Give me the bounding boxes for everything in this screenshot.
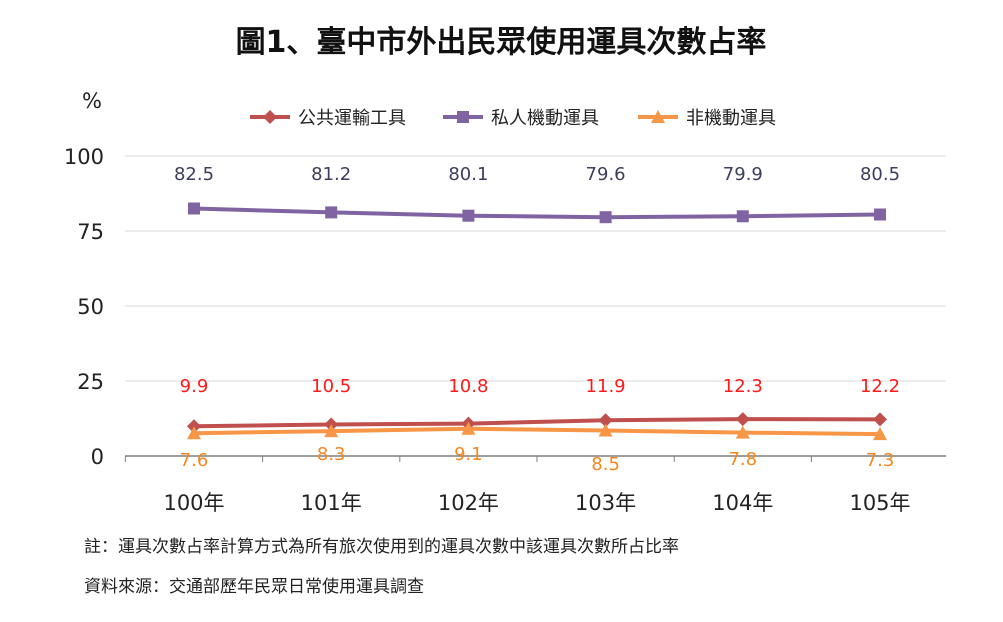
y-tick-label: 75 [77, 220, 104, 244]
data-label: 12.3 [723, 376, 763, 397]
y-axis-unit: % [82, 89, 102, 113]
data-label: 8.3 [317, 444, 346, 465]
data-point [735, 412, 750, 427]
data-point [873, 412, 887, 427]
y-tick-label: 100 [64, 145, 104, 169]
x-axis-ticks: 100年 101年 102年 103年 104年 105年 [124, 456, 911, 515]
data-label: 10.8 [448, 376, 488, 397]
y-axis-ticks: 0 25 50 75 100 [64, 145, 104, 469]
legend-marker [651, 110, 665, 123]
legend-entry: 公共運輸工具 [298, 108, 406, 129]
data-point [598, 423, 613, 437]
data-point [598, 413, 613, 428]
data-point [736, 210, 749, 223]
data-point [461, 421, 476, 435]
legend: 公共運輸工具 私人機動運具 非機動運具 [250, 108, 776, 129]
data-point [599, 211, 612, 224]
data-label: 11.9 [586, 376, 626, 397]
data-point [188, 202, 200, 215]
data-point [735, 425, 750, 439]
series-line [193, 206, 881, 220]
x-tick-label: 104年 [712, 491, 773, 515]
data-label: 8.5 [591, 454, 620, 475]
data-point [874, 208, 886, 221]
y-tick-label: 25 [77, 370, 104, 394]
data-point [324, 424, 339, 438]
x-tick-label: 105年 [849, 491, 910, 515]
data-point [325, 206, 338, 219]
data-label: 7.8 [728, 449, 757, 470]
x-tick-label: 100年 [163, 491, 224, 515]
gridlines [125, 155, 946, 457]
x-tick-label: 102年 [438, 491, 499, 515]
footnote: 註：運具次數占率計算方式為所有旅次使用到的運具次數中該運具次數所占比率 [84, 537, 679, 557]
data-label: 9.1 [454, 444, 483, 465]
source-note: 資料來源：交通部歷年民眾日常使用運具調查 [84, 577, 424, 597]
x-tick-label: 101年 [301, 491, 362, 515]
data-point [462, 209, 475, 222]
data-point [187, 426, 201, 440]
data-label: 7.6 [180, 450, 209, 471]
data-label: 10.5 [311, 376, 351, 397]
data-labels: 9.9 10.5 10.8 11.9 12.3 12.2 82.5 81.2 80.1 79.6 7… [174, 164, 900, 475]
data-label: 9.9 [180, 376, 209, 397]
legend-entry: 非機動運具 [686, 108, 776, 129]
data-label: 80.5 [860, 164, 900, 185]
data-label: 7.3 [866, 450, 895, 471]
data-label: 80.1 [448, 164, 488, 185]
series-line [193, 417, 881, 429]
chart-title: 圖1、臺中市外出民眾使用運具次數占率 [236, 25, 767, 60]
legend-entry: 私人機動運具 [491, 108, 599, 129]
series-line [193, 426, 881, 437]
data-label: 79.6 [586, 164, 626, 185]
data-label: 12.2 [860, 376, 900, 397]
legend-marker [457, 111, 469, 123]
y-tick-label: 0 [91, 445, 104, 469]
series-group [187, 202, 887, 441]
y-tick-label: 50 [77, 295, 104, 319]
legend-marker [263, 110, 277, 124]
data-label: 79.9 [723, 164, 763, 185]
data-point [873, 427, 887, 441]
x-tick-label: 103年 [575, 491, 636, 515]
data-label: 81.2 [311, 164, 351, 185]
data-label: 82.5 [174, 164, 214, 185]
